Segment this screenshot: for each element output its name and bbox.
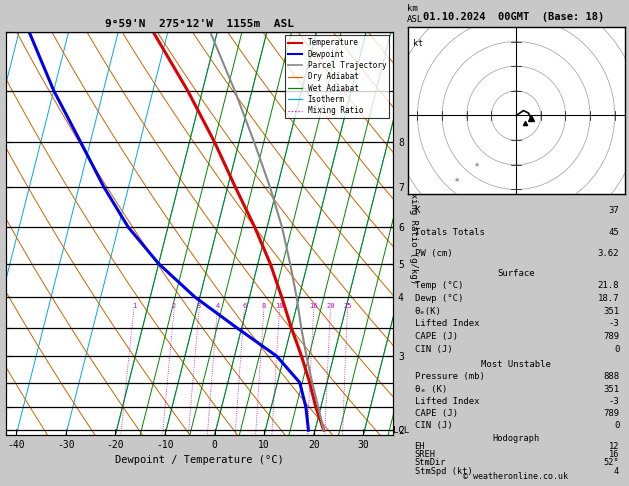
Y-axis label: Mixing Ratio (g/kg): Mixing Ratio (g/kg) xyxy=(409,182,418,284)
Text: 0: 0 xyxy=(614,421,619,430)
Text: CIN (J): CIN (J) xyxy=(415,345,452,354)
Text: 888: 888 xyxy=(603,372,619,382)
Text: θₑ(K): θₑ(K) xyxy=(415,307,442,316)
Text: CIN (J): CIN (J) xyxy=(415,421,452,430)
Text: 4: 4 xyxy=(215,303,220,309)
Text: ★: ★ xyxy=(474,162,480,168)
Text: StmSpd (kt): StmSpd (kt) xyxy=(415,467,472,476)
Text: Pressure (mb): Pressure (mb) xyxy=(415,372,484,382)
Text: 2: 2 xyxy=(172,303,176,309)
Text: -3: -3 xyxy=(608,319,619,329)
Text: Lifted Index: Lifted Index xyxy=(415,319,479,329)
Text: CAPE (J): CAPE (J) xyxy=(415,409,457,418)
Text: © weatheronline.co.uk: © weatheronline.co.uk xyxy=(464,472,568,481)
Text: 789: 789 xyxy=(603,332,619,341)
Text: θₑ (K): θₑ (K) xyxy=(415,384,447,394)
Text: Most Unstable: Most Unstable xyxy=(481,360,551,369)
Text: 8: 8 xyxy=(262,303,266,309)
Text: 20: 20 xyxy=(326,303,335,309)
Text: 16: 16 xyxy=(309,303,318,309)
Title: 9°59'N  275°12'W  1155m  ASL: 9°59'N 275°12'W 1155m ASL xyxy=(105,19,294,30)
Text: PW (cm): PW (cm) xyxy=(415,249,452,259)
Text: 18.7: 18.7 xyxy=(598,294,619,303)
Text: 21.8: 21.8 xyxy=(598,281,619,290)
Text: Lifted Index: Lifted Index xyxy=(415,397,479,406)
Text: 3.62: 3.62 xyxy=(598,249,619,259)
Text: Surface: Surface xyxy=(497,269,535,278)
Text: 4: 4 xyxy=(614,467,619,476)
Text: 12: 12 xyxy=(609,442,619,451)
Text: 01.10.2024  00GMT  (Base: 18): 01.10.2024 00GMT (Base: 18) xyxy=(423,12,604,22)
Text: 1: 1 xyxy=(131,303,136,309)
Text: 10: 10 xyxy=(276,303,284,309)
Text: 351: 351 xyxy=(603,384,619,394)
Text: ★: ★ xyxy=(454,176,460,183)
Legend: Temperature, Dewpoint, Parcel Trajectory, Dry Adiabat, Wet Adiabat, Isotherm, Mi: Temperature, Dewpoint, Parcel Trajectory… xyxy=(285,35,389,118)
Text: EH: EH xyxy=(415,442,425,451)
Text: LCL: LCL xyxy=(393,426,409,435)
Text: 25: 25 xyxy=(343,303,352,309)
Text: 789: 789 xyxy=(603,409,619,418)
Text: 52°: 52° xyxy=(603,458,619,468)
X-axis label: Dewpoint / Temperature (°C): Dewpoint / Temperature (°C) xyxy=(115,455,284,466)
Text: km
ASL: km ASL xyxy=(407,4,423,23)
Text: Totals Totals: Totals Totals xyxy=(415,227,484,237)
Text: 45: 45 xyxy=(608,227,619,237)
Text: CAPE (J): CAPE (J) xyxy=(415,332,457,341)
Text: 0: 0 xyxy=(614,345,619,354)
Text: kt: kt xyxy=(413,39,423,48)
Text: 3: 3 xyxy=(197,303,201,309)
Text: StmDir: StmDir xyxy=(415,458,446,468)
Text: Hodograph: Hodograph xyxy=(492,434,540,443)
Text: -3: -3 xyxy=(608,397,619,406)
Text: K: K xyxy=(415,206,420,215)
Text: SREH: SREH xyxy=(415,450,435,459)
Text: Dewp (°C): Dewp (°C) xyxy=(415,294,463,303)
Text: Temp (°C): Temp (°C) xyxy=(415,281,463,290)
Text: 16: 16 xyxy=(609,450,619,459)
Text: 351: 351 xyxy=(603,307,619,316)
Text: 6: 6 xyxy=(242,303,247,309)
Text: 37: 37 xyxy=(608,206,619,215)
